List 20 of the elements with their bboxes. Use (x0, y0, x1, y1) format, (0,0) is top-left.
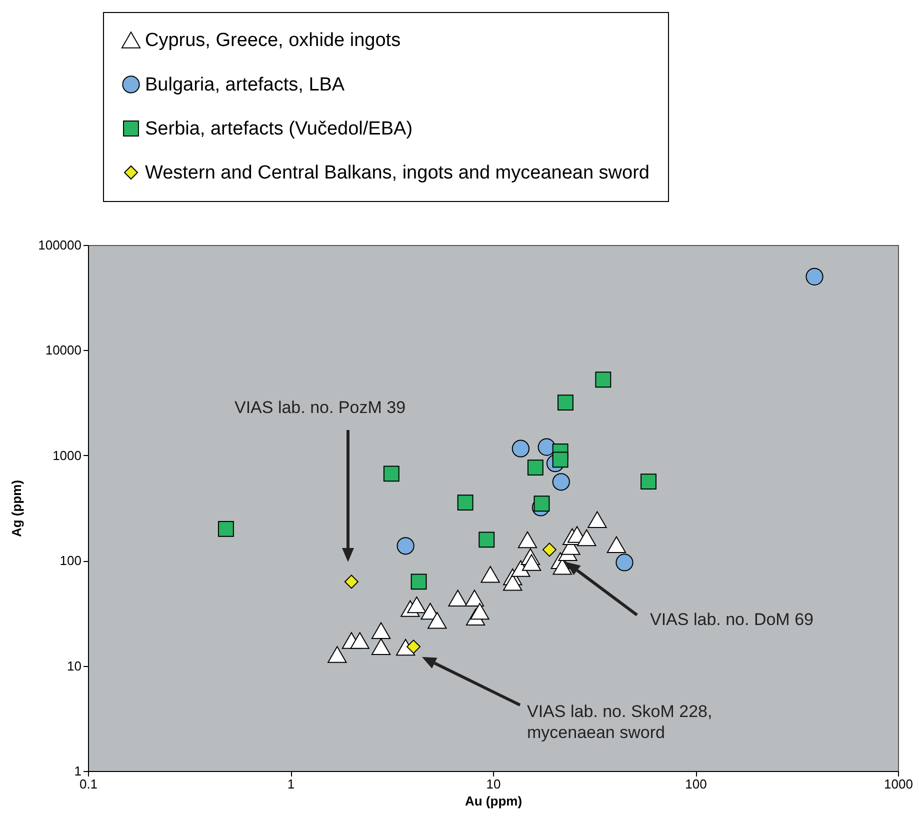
x-tick-label: 1 (287, 776, 295, 792)
legend-label: Cyprus, Greece, oxhide ingots (145, 30, 401, 51)
y-tick-label: 1000 (52, 448, 82, 463)
x-tick-label: 10 (486, 776, 501, 792)
y-tick-label: 100000 (38, 238, 82, 252)
y-tick-label: 100 (60, 553, 82, 568)
x-tick-label: 1000 (884, 776, 913, 792)
legend-label: Serbia, artefacts (Vučedol/EBA) (145, 118, 413, 140)
annotation: VIAS lab. no. SkoM 228, mycenaean sword (527, 702, 712, 742)
y-tick-label: 10 (67, 658, 82, 674)
y-tick-label: 10000 (45, 342, 82, 358)
annotation: VIAS lab. no. DoM 69 (650, 610, 814, 629)
y-axis-title: Ag (ppm) (9, 480, 24, 538)
x-tick-label: 0.1 (79, 776, 98, 792)
x-tick-label: 100 (685, 776, 707, 792)
legend-label: Western and Central Balkans, ingots and myceanean sword (145, 162, 650, 184)
y-tick-label: 1 (74, 764, 82, 778)
x-axis-title: Au (ppm) (464, 794, 522, 808)
legend-label: Bulgaria, artefacts, LBA (145, 74, 345, 96)
annotation: VIAS lab. no. PozM 39 (234, 398, 406, 417)
